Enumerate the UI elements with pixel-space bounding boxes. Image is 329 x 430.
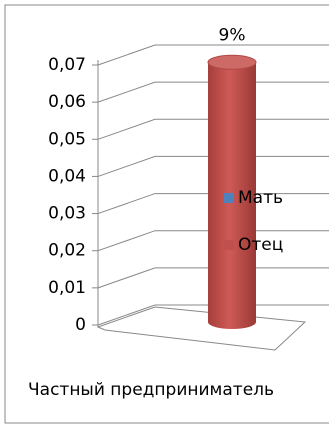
legend-swatch bbox=[224, 240, 234, 250]
legend-label: Мать bbox=[238, 188, 283, 208]
grid-line bbox=[97, 155, 329, 177]
y-tick-label: 0,01 bbox=[48, 278, 86, 298]
data-label: 9% bbox=[219, 25, 246, 45]
y-tick-label: 0,04 bbox=[48, 166, 86, 186]
y-tick-label: 0,02 bbox=[48, 241, 86, 261]
floor bbox=[96, 306, 307, 351]
y-tick-label: 0,05 bbox=[48, 129, 86, 149]
legend-label: Отец bbox=[238, 235, 283, 255]
chart-border bbox=[4, 4, 329, 424]
x-tick-label: Частный предприниматель bbox=[28, 380, 274, 400]
grid-line bbox=[97, 304, 329, 326]
grid-line bbox=[97, 230, 329, 252]
y-tick-label: 0 bbox=[75, 315, 86, 335]
grid-line bbox=[97, 44, 329, 66]
grid-line bbox=[97, 267, 329, 289]
bar-part bbox=[207, 54, 257, 70]
legend-swatch bbox=[224, 193, 234, 203]
grid-line bbox=[97, 193, 329, 215]
y-tick-label: 0,06 bbox=[48, 92, 86, 112]
y-tick-label: 0,07 bbox=[48, 55, 86, 75]
y-tick-label: 0,03 bbox=[48, 204, 86, 224]
grid-line bbox=[97, 118, 329, 140]
grid-line bbox=[97, 81, 329, 103]
